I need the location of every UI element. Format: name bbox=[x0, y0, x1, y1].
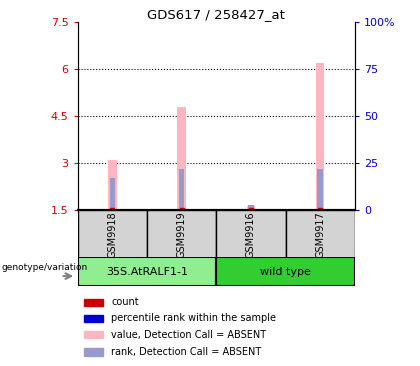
Bar bbox=[108, 160, 116, 210]
Bar bbox=[178, 107, 186, 210]
Text: GSM9916: GSM9916 bbox=[246, 212, 256, 258]
Bar bbox=[78, 210, 147, 258]
Text: genotype/variation: genotype/variation bbox=[2, 263, 88, 272]
Bar bbox=[316, 63, 324, 210]
Bar bbox=[84, 331, 103, 338]
Title: GDS617 / 258427_at: GDS617 / 258427_at bbox=[147, 8, 285, 21]
Text: GSM9917: GSM9917 bbox=[315, 212, 325, 258]
Bar bbox=[78, 257, 216, 286]
Bar bbox=[84, 348, 103, 356]
Text: count: count bbox=[111, 297, 139, 307]
Text: rank, Detection Call = ABSENT: rank, Detection Call = ABSENT bbox=[111, 347, 262, 357]
Bar bbox=[318, 169, 323, 210]
Bar bbox=[110, 178, 115, 210]
Text: GSM9919: GSM9919 bbox=[177, 212, 186, 258]
Bar bbox=[84, 299, 103, 306]
Text: wild type: wild type bbox=[260, 267, 311, 277]
Bar bbox=[248, 205, 254, 210]
Bar bbox=[84, 315, 103, 322]
Text: 35S.AtRALF1-1: 35S.AtRALF1-1 bbox=[106, 267, 188, 277]
Bar bbox=[216, 257, 355, 286]
Text: value, Detection Call = ABSENT: value, Detection Call = ABSENT bbox=[111, 329, 266, 340]
Text: percentile rank within the sample: percentile rank within the sample bbox=[111, 313, 276, 324]
Bar bbox=[286, 210, 355, 258]
Bar bbox=[216, 210, 286, 258]
Bar bbox=[147, 210, 216, 258]
Bar bbox=[179, 169, 184, 210]
Bar bbox=[247, 206, 255, 210]
Text: GSM9918: GSM9918 bbox=[108, 212, 117, 258]
